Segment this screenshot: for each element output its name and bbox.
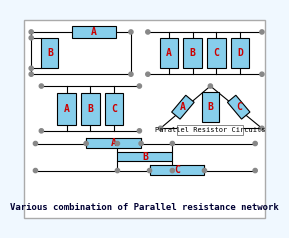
Circle shape (253, 141, 257, 146)
Text: B: B (47, 48, 53, 58)
Circle shape (115, 169, 120, 173)
Circle shape (208, 84, 212, 88)
Text: C: C (236, 102, 242, 112)
Bar (177, 125, 243, 135)
FancyBboxPatch shape (58, 93, 76, 125)
Circle shape (146, 30, 150, 34)
FancyBboxPatch shape (202, 92, 219, 122)
Circle shape (129, 72, 133, 76)
FancyBboxPatch shape (117, 152, 172, 161)
FancyBboxPatch shape (227, 95, 250, 119)
Circle shape (29, 30, 33, 34)
FancyBboxPatch shape (160, 38, 178, 68)
Circle shape (115, 141, 120, 146)
FancyBboxPatch shape (86, 139, 141, 148)
Circle shape (170, 169, 175, 173)
Circle shape (84, 141, 88, 146)
Text: A: A (64, 104, 70, 114)
Text: D: D (237, 48, 243, 58)
FancyBboxPatch shape (149, 165, 204, 175)
Text: A: A (180, 102, 186, 112)
FancyBboxPatch shape (41, 38, 58, 68)
Circle shape (146, 72, 150, 76)
Circle shape (202, 169, 207, 173)
Circle shape (33, 169, 38, 173)
Circle shape (33, 141, 38, 146)
Circle shape (253, 169, 257, 173)
Text: A: A (111, 138, 116, 148)
Circle shape (137, 129, 142, 133)
Text: C: C (111, 104, 117, 114)
Text: Various combination of Parallel resistance network: Various combination of Parallel resistan… (10, 203, 279, 212)
Text: B: B (190, 48, 196, 58)
Text: C: C (174, 165, 180, 175)
Circle shape (158, 126, 163, 130)
Circle shape (147, 169, 152, 173)
Circle shape (29, 36, 33, 40)
Text: A: A (91, 27, 97, 37)
FancyBboxPatch shape (172, 95, 194, 119)
Text: B: B (208, 102, 213, 112)
Circle shape (260, 72, 264, 76)
FancyBboxPatch shape (81, 93, 100, 125)
Circle shape (39, 84, 43, 88)
FancyBboxPatch shape (72, 26, 116, 38)
Circle shape (260, 126, 264, 130)
Circle shape (139, 141, 143, 146)
FancyBboxPatch shape (231, 38, 249, 68)
FancyBboxPatch shape (183, 38, 202, 68)
Text: C: C (213, 48, 219, 58)
FancyBboxPatch shape (105, 93, 123, 125)
Text: B: B (88, 104, 93, 114)
Circle shape (29, 66, 33, 70)
Circle shape (129, 30, 133, 34)
Circle shape (137, 84, 142, 88)
Text: Parallel Resistor Circuits: Parallel Resistor Circuits (155, 127, 266, 133)
Text: A: A (166, 48, 172, 58)
Text: B: B (142, 152, 148, 162)
FancyBboxPatch shape (207, 38, 226, 68)
Circle shape (29, 72, 33, 76)
Circle shape (39, 129, 43, 133)
Circle shape (170, 141, 175, 146)
Circle shape (260, 30, 264, 34)
